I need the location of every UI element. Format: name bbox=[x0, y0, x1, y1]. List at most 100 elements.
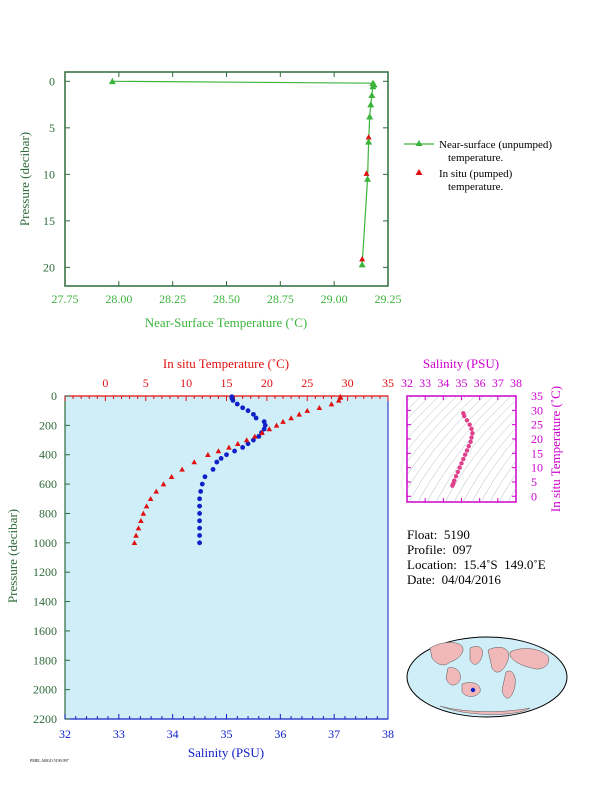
profile-series-marks bbox=[131, 393, 344, 546]
salinity-point bbox=[198, 489, 204, 494]
near-surface-temperature-point bbox=[369, 82, 377, 90]
profile-top-axis-label: In situ Temperature (˚C) bbox=[163, 356, 289, 371]
salinity-point bbox=[218, 455, 224, 461]
in-situ-temperature-point bbox=[133, 532, 139, 538]
near-surface-temperature-point bbox=[108, 77, 116, 85]
in-situ-temperature-point bbox=[359, 256, 366, 262]
ts-right-tick-label: 10 bbox=[531, 461, 543, 475]
salinity-point bbox=[210, 467, 216, 472]
in-situ-temperature-point bbox=[147, 495, 154, 502]
in-situ-temperature-point bbox=[179, 466, 185, 472]
density-contour bbox=[489, 460, 516, 502]
profile-y-tick-label: 1000 bbox=[33, 536, 57, 550]
ts-point bbox=[469, 426, 474, 432]
in-situ-temperature-point bbox=[191, 459, 197, 465]
salinity-point bbox=[197, 496, 202, 502]
in-situ-temperature-point bbox=[140, 510, 147, 516]
ts-point bbox=[453, 474, 459, 479]
profile-top-tick-label: 15 bbox=[221, 376, 233, 390]
near-surface-temperature-point bbox=[358, 261, 366, 268]
profile-bottom-tick-label: 35 bbox=[221, 727, 233, 741]
ts-top-tick-label: 36 bbox=[474, 376, 486, 390]
salinity-point bbox=[224, 452, 229, 458]
ts-right-axis-label: In situ Temperature (˚C) bbox=[548, 386, 563, 512]
float-location-marker bbox=[470, 687, 476, 693]
top-y-tick-label: 0 bbox=[49, 74, 55, 88]
profile-y-tick-label: 1600 bbox=[33, 624, 57, 638]
in-situ-temperature-point bbox=[168, 473, 175, 479]
ts-point bbox=[464, 448, 470, 453]
near-surface-temperature-point bbox=[367, 101, 375, 108]
ts-point bbox=[467, 422, 472, 427]
ts-top-tick-label: 34 bbox=[437, 376, 449, 390]
in-situ-temperature-point bbox=[316, 404, 323, 410]
salinity-point bbox=[202, 474, 208, 480]
profile-bottom-tick-label: 38 bbox=[382, 727, 394, 741]
density-contour bbox=[407, 396, 476, 476]
ts-point bbox=[461, 456, 466, 462]
profile-plot-frame bbox=[64, 395, 389, 720]
profile-top-tick-label: 5 bbox=[143, 376, 149, 390]
near-surface-temperature-point bbox=[368, 91, 376, 99]
in-situ-temperature-point bbox=[365, 134, 372, 140]
location-world-map bbox=[406, 636, 568, 718]
salinity-point bbox=[262, 422, 268, 428]
ts-top-tick-label: 38 bbox=[510, 376, 522, 390]
ts-right-tick-label: 25 bbox=[531, 418, 543, 432]
top-series-marks bbox=[108, 77, 378, 268]
profile-bottom-tick-label: 33 bbox=[113, 727, 125, 741]
in-situ-temperature-point bbox=[235, 440, 241, 446]
density-contour bbox=[435, 399, 516, 502]
density-contour bbox=[471, 437, 516, 502]
in-situ-temperature-point bbox=[266, 426, 273, 432]
profile-top-tick-label: 0 bbox=[102, 376, 108, 390]
profile-bottom-tick-label: 37 bbox=[328, 727, 340, 741]
ts-top-axis-label: Salinity (PSU) bbox=[423, 356, 499, 371]
footer-code: PMEL ARGO 5190 097 bbox=[30, 758, 69, 763]
salinity-point bbox=[245, 408, 251, 414]
salinity-point bbox=[199, 481, 205, 487]
profile-y-tick-label: 1400 bbox=[33, 595, 57, 609]
density-contour bbox=[453, 417, 516, 502]
ts-point bbox=[469, 435, 474, 440]
legend-triangle-green-icon bbox=[415, 140, 423, 146]
legend-triangle-red-icon bbox=[415, 169, 423, 175]
near-surface-temperature-point bbox=[365, 138, 373, 145]
profile-y-tick-label: 200 bbox=[39, 418, 57, 432]
map-land bbox=[429, 642, 550, 715]
ts-point bbox=[459, 461, 464, 466]
density-contour bbox=[426, 396, 512, 502]
profile-number: Profile: 097 bbox=[407, 542, 472, 557]
salinity-point bbox=[197, 511, 202, 516]
ts-top-tick-label: 37 bbox=[492, 376, 504, 390]
density-contour bbox=[407, 396, 431, 420]
salinity-point bbox=[230, 398, 236, 403]
top-y-tick-label: 20 bbox=[43, 260, 55, 274]
density-contour bbox=[444, 408, 516, 502]
profile-bottom-tick-label: 32 bbox=[59, 727, 71, 741]
top-x-tick-label: 28.50 bbox=[213, 292, 240, 306]
ts-right-tick-label: 30 bbox=[531, 403, 543, 417]
top-x-tick-label: 27.75 bbox=[52, 292, 79, 306]
salinity-point bbox=[197, 540, 202, 546]
profile-bottom-tick-label: 36 bbox=[274, 727, 286, 741]
ts-point bbox=[462, 413, 467, 419]
legend-item2-line1: In situ (pumped) bbox=[439, 168, 513, 180]
salinity-point bbox=[232, 448, 237, 454]
top-x-tick-label: 29.25 bbox=[375, 292, 402, 306]
salinity-point bbox=[245, 441, 251, 447]
ts-series-marks bbox=[450, 410, 475, 488]
near-surface-temperature-point bbox=[364, 175, 372, 182]
profile-y-tick-label: 2000 bbox=[33, 683, 57, 697]
in-situ-temperature-point bbox=[288, 415, 294, 421]
profile-axis-ticks: 0200400600800100012001400160018002000220… bbox=[33, 376, 394, 741]
density-contour bbox=[480, 448, 516, 502]
in-situ-temperature-point bbox=[363, 170, 370, 176]
density-contour bbox=[407, 396, 413, 402]
salinity-point bbox=[197, 533, 202, 538]
ts-point bbox=[462, 452, 468, 457]
ts-point bbox=[468, 439, 473, 445]
ts-plot-frame bbox=[406, 395, 517, 503]
